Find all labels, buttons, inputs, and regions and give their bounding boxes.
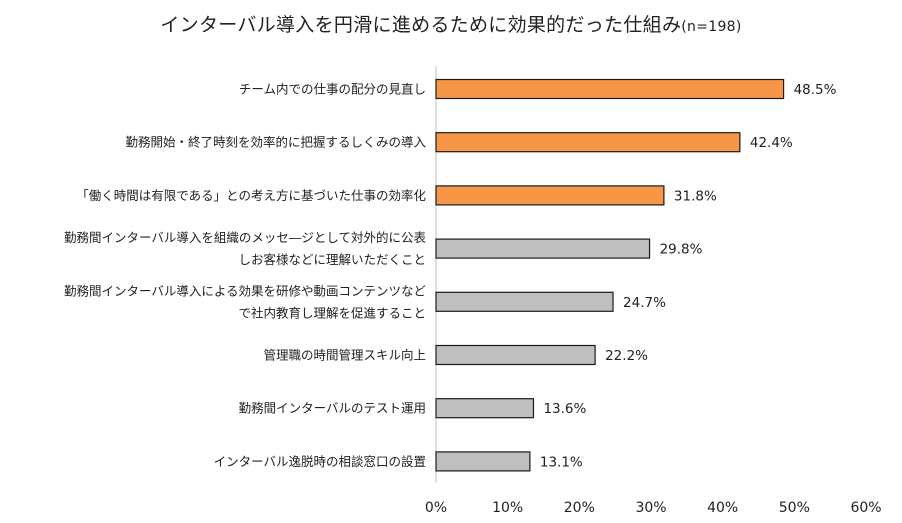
category-label-1: チーム内での仕事の配分の見直し xyxy=(239,82,426,97)
value-label-7: 13.6% xyxy=(543,401,586,417)
bar-2 xyxy=(435,132,741,153)
category-label-6: 管理職の時間管理スキル向上 xyxy=(263,348,426,363)
bar-6 xyxy=(435,344,596,366)
x-tick-label-40: 40% xyxy=(707,500,738,516)
value-label-1: 48.5% xyxy=(794,82,837,98)
x-tick-label-30: 30% xyxy=(635,500,666,516)
bar-4 xyxy=(435,238,651,259)
value-label-4: 29.8% xyxy=(660,242,703,258)
bar-8 xyxy=(435,451,531,472)
category-label-7: 勤務間インターバルのテスト運用 xyxy=(239,401,426,416)
value-label-3: 31.8% xyxy=(674,188,717,204)
bar-1 xyxy=(435,78,785,100)
value-label-8: 13.1% xyxy=(540,454,583,470)
category-label-3: 「働く時間は有限である」との考え方に基づいた仕事の効率化 xyxy=(76,188,426,203)
chart-title-text: インターバル導入を円滑に進めるために効果的だった仕組み xyxy=(160,14,682,36)
x-tick-label-20: 20% xyxy=(564,500,595,516)
bar-5 xyxy=(435,291,614,312)
x-tick-label-0: 0% xyxy=(425,500,447,516)
bar-7 xyxy=(435,398,535,419)
sample-size-label: (n=198) xyxy=(681,19,742,35)
x-tick-label-60: 60% xyxy=(850,500,881,516)
x-tick-label-50: 50% xyxy=(779,500,810,516)
category-label-2: 勤務開始・終了時刻を効率的に把握するしくみの導入 xyxy=(125,135,426,150)
chart-title: インターバル導入を円滑に進めるために効果的だった仕組み(n=198) xyxy=(0,10,902,37)
value-label-5: 24.7% xyxy=(623,295,666,311)
x-tick-label-10: 10% xyxy=(492,500,523,516)
category-label-4: 勤務間インターバル導入を組織のメッセ―ジとして対外的に公表しお客様などに理解いた… xyxy=(64,230,427,267)
bar-3 xyxy=(435,185,665,206)
value-label-2: 42.4% xyxy=(750,135,793,151)
category-label-8: インターバル逸脱時の相談窓口の設置 xyxy=(214,454,426,469)
value-label-6: 22.2% xyxy=(605,348,648,364)
category-label-5: 勤務間インターバル導入による効果を研修や動画コンテンツなどで社内教育し理解を促進… xyxy=(64,283,427,320)
